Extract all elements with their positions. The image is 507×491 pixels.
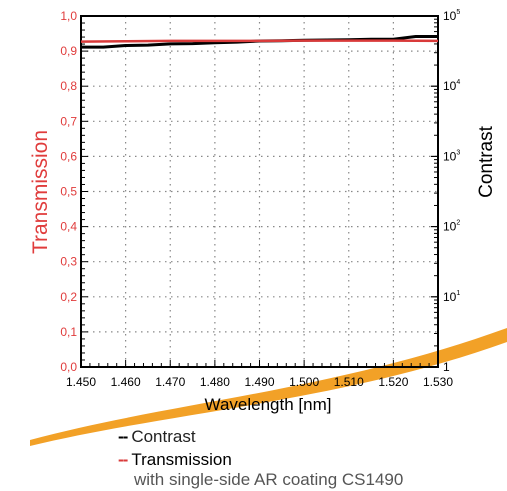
y2-tick-labels: 1 101 102 103 104 105 <box>443 9 460 374</box>
y-tick-label: 0,6 <box>60 149 77 163</box>
y2-tick-label: 101 <box>443 290 460 304</box>
x-tick-label: 1.490 <box>244 375 274 389</box>
legend-label-contrast: Contrast <box>131 427 196 446</box>
grid <box>81 16 438 367</box>
x-tick-labels: 1.450 1.460 1.470 1.480 1.490 1.500 1.510 1.520… <box>66 375 453 389</box>
legend-marker-contrast: -- <box>118 427 128 446</box>
series-line-transmission <box>80 39 439 43</box>
legend-marker-transmission: -- <box>118 450 128 469</box>
x-tick-label: 1.450 <box>66 375 96 389</box>
y-tick-label: 1,0 <box>60 9 77 23</box>
y-tick-labels: 0,0 0,1 0,2 0,3 0,4 0,5 0,6 0,7 0,8 0,9 1,0 <box>60 9 77 374</box>
y-tick-label: 0,4 <box>60 220 77 234</box>
series-group <box>80 35 439 49</box>
legend-item-contrast: -- Contrast <box>118 427 196 447</box>
legend-note: with single-side AR coating CS1490 <box>134 470 404 489</box>
y2-tick-label: 1 <box>443 360 450 374</box>
x-tick-label: 1.520 <box>378 375 408 389</box>
y2-tick-label: 102 <box>443 220 460 234</box>
decorative-swoosh <box>30 328 507 446</box>
y-tick-label: 0,9 <box>60 44 77 58</box>
y-tick-label: 0,8 <box>60 79 77 93</box>
x-tick-label: 1.510 <box>334 375 364 389</box>
y2-tick-label: 104 <box>443 79 460 93</box>
y-tick-label: 0,2 <box>60 290 77 304</box>
x-tick-label: 1.470 <box>155 375 185 389</box>
y-tick-label: 0,7 <box>60 114 77 128</box>
x-axis-label: Wavelength [nm] <box>205 395 332 414</box>
y-tick-label: 0,3 <box>60 255 77 269</box>
x-tick-label: 1.500 <box>289 375 319 389</box>
legend-label-transmission: Transmission <box>131 450 232 469</box>
legend-item-transmission: -- Transmission <box>118 450 232 470</box>
plot-frame <box>80 15 439 368</box>
y2-tick-label: 105 <box>443 9 460 23</box>
y-axis-label: Transmission <box>29 130 52 254</box>
y2-tick-label: 103 <box>443 149 460 163</box>
y2-axis-label: Contrast <box>476 125 497 198</box>
x-tick-label: 1.480 <box>200 375 230 389</box>
y-tick-label: 0,0 <box>60 360 77 374</box>
y-tick-label: 0,1 <box>60 325 77 339</box>
x-tick-label: 1.460 <box>111 375 141 389</box>
x-tick-label: 1.530 <box>423 375 453 389</box>
y-tick-label: 0,5 <box>60 185 77 199</box>
